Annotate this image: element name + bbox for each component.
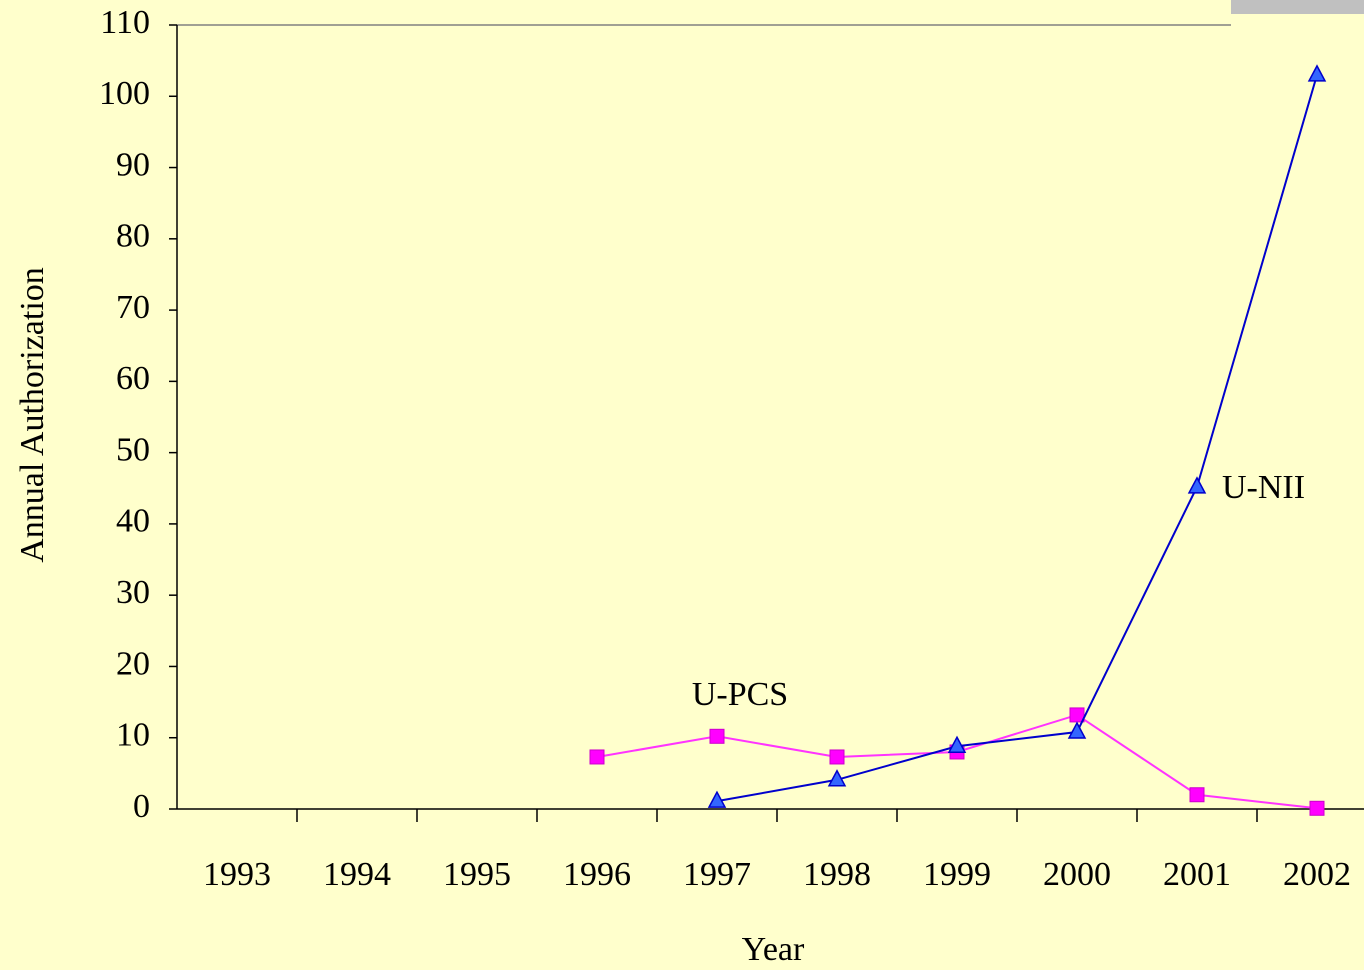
x-tick-label: 1993: [203, 856, 271, 893]
y-tick-label: 100: [99, 75, 150, 112]
x-tick-label: 1999: [923, 856, 991, 893]
marker: [707, 790, 727, 808]
marker: [947, 735, 967, 754]
marker: [1187, 476, 1207, 494]
annotation: U-NII: [1222, 469, 1305, 506]
y-tick-label: 70: [116, 289, 150, 326]
marker: [1309, 800, 1325, 816]
y-tick-label: 30: [116, 574, 150, 611]
x-tick-label: 1996: [563, 856, 631, 893]
x-axis-label: Year: [742, 931, 805, 968]
cropped-box: [1231, 0, 1364, 14]
marker: [709, 728, 725, 744]
x-tick-label: 1994: [323, 856, 391, 893]
y-tick-label: 20: [116, 645, 150, 682]
y-tick-label: 50: [116, 431, 150, 468]
marker: [1067, 721, 1087, 739]
y-tick-label: 110: [100, 4, 150, 41]
x-tick-label: 1995: [443, 856, 511, 893]
marker: [827, 769, 847, 787]
series-line: [716, 74, 1318, 803]
y-tick-label: 0: [133, 788, 150, 825]
y-tick-label: 80: [116, 218, 150, 255]
y-tick-label: 60: [116, 360, 150, 397]
series-line: [596, 713, 1318, 810]
y-tick-label: 10: [116, 717, 150, 754]
x-tick-label: 2002: [1283, 856, 1351, 893]
marker: [589, 749, 605, 765]
x-tick-label: 1998: [803, 856, 871, 893]
marker: [1307, 64, 1327, 82]
x-tick-label: 2000: [1043, 856, 1111, 893]
x-tick-label: 1997: [683, 856, 751, 893]
annotation: U-PCS: [692, 676, 788, 713]
y-tick-label: 90: [116, 146, 150, 183]
y-axis-label: Annual Authorization: [14, 267, 51, 563]
marker: [1189, 787, 1205, 803]
x-tick-label: 2001: [1163, 856, 1231, 893]
marker: [829, 749, 845, 765]
y-tick-label: 40: [116, 503, 150, 540]
